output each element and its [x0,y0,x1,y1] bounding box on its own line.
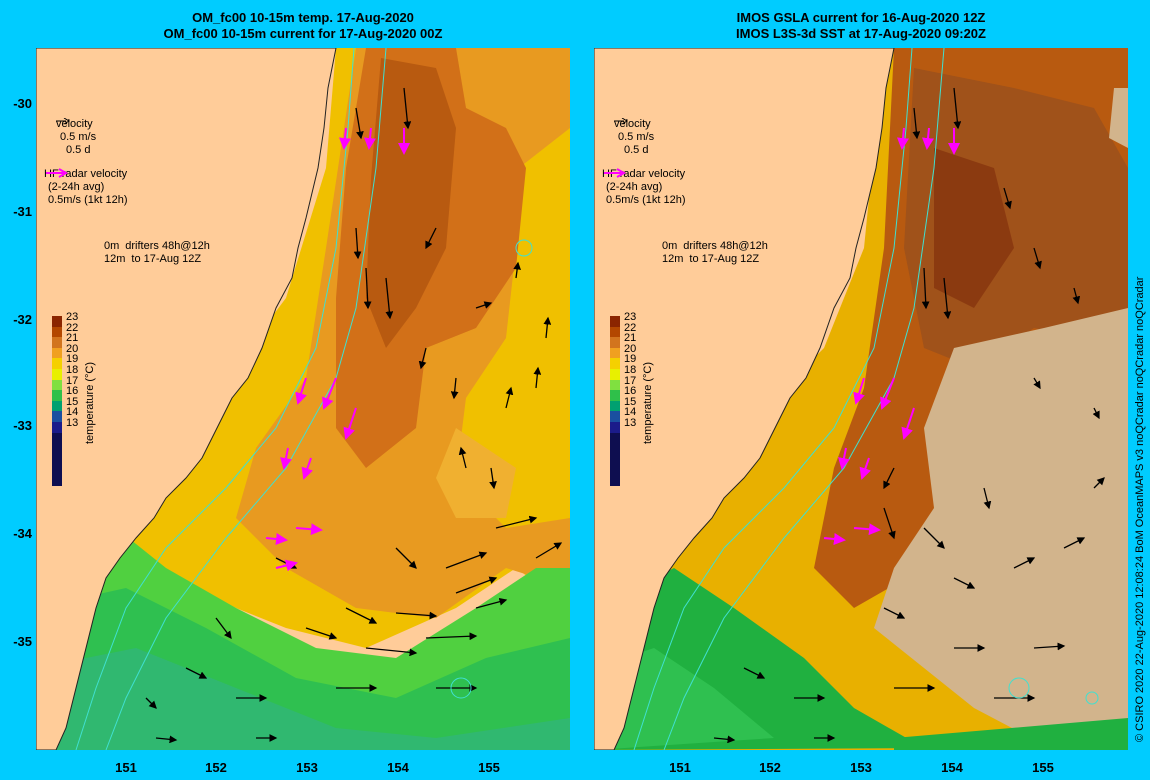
lon-label-153-left: 153 [296,760,318,775]
lat-label-34: -34 [13,526,32,541]
drifter-0m-label: 0m [104,240,120,252]
cb-tick-22: 22 [66,321,79,334]
hf-title: HF radar velocity [602,168,686,180]
cb-tick-20: 20 [624,342,637,355]
left-drifter-legend: 0m drifters 48h@12h 12m to 17-Aug 12Z [104,240,210,266]
lon-label-153-right: 153 [850,760,872,775]
cb-tick-22: 22 [624,321,637,334]
lat-label-30: -30 [13,96,32,111]
hf-title: HF radar velocity [44,168,128,180]
drifter-12m-label: 12m [104,253,126,265]
lat-label-33: -33 [13,418,32,433]
cb-tick-16: 16 [624,385,637,398]
right-velocity-legend: velocity 0.5 m/s 0.5 d [614,118,656,157]
cb-tick-17: 17 [624,374,637,387]
right-colorbar [610,316,620,486]
cb-tick-18: 18 [66,363,79,376]
lat-label-31: -31 [13,204,32,219]
lon-label-152-left: 152 [205,760,227,775]
cb-tick-14: 14 [66,406,79,419]
drifter-text1: drifters 48h@12h [683,240,768,252]
cb-tick-15: 15 [66,395,79,408]
lon-label-152-right: 152 [759,760,781,775]
right-velocity-arrows [713,87,1105,744]
cb-tick-23: 23 [66,311,79,323]
cb-tick-16: 16 [66,385,79,398]
hf-avg: (2-24h avg) [606,181,663,193]
right-colorbar-title: temperature (°C) [642,361,654,444]
cb-tick-13: 13 [66,416,79,429]
drifter-12m-label: 12m [662,253,684,265]
lon-label-151-right: 151 [669,760,691,775]
cb-tick-14: 14 [624,406,637,419]
cb-tick-21: 21 [66,332,79,345]
cb-tick-13: 13 [624,416,637,429]
right-title-line2: IMOS L3S-3d SST at 17-Aug-2020 09:20Z [736,26,986,41]
lon-label-151-left: 151 [115,760,137,775]
velocity-time: 0.5 d [624,144,649,156]
cb-tick-20: 20 [66,342,79,355]
right-drifter-legend: 0m drifters 48h@12h 12m to 17-Aug 12Z [662,240,768,266]
drifter-text2: to 17-Aug 12Z [689,253,760,265]
right-map-panel: velocity 0.5 m/s 0.5 d HF radar velocity… [594,48,1128,750]
drifter-text2: to 17-Aug 12Z [131,253,202,265]
right-title-line1: IMOS GSLA current for 16-Aug-2020 12Z [736,10,986,25]
velocity-time: 0.5 d [66,144,91,156]
lat-label-32: -32 [13,312,32,327]
cb-tick-19: 19 [66,353,79,366]
velocity-scale: 0.5 m/s [618,131,655,143]
left-hf-legend: HF radar velocity (2-24h avg) 0.5m/s (1k… [44,168,127,220]
right-hf-legend: HF radar velocity (2-24h avg) 0.5m/s (1k… [602,168,685,220]
cb-tick-17: 17 [66,374,79,387]
left-title-line1: OM_fc00 10-15m temp. 17-Aug-2020 [192,10,414,25]
velocity-scale: 0.5 m/s [60,131,97,143]
left-colorbar-ticks: 23 22 21 20 19 18 17 16 15 14 13 [66,312,78,429]
hf-scale: 0.5m/s (1kt 12h) [48,194,128,206]
hf-avg: (2-24h avg) [48,181,105,193]
hf-scale: 0.5m/s (1kt 12h) [606,194,686,206]
lon-label-154-left: 154 [387,760,409,775]
left-colorbar-title: temperature (°C) [84,361,96,444]
lon-label-155-right: 155 [1032,760,1054,775]
drifter-text1: drifters 48h@12h [125,240,210,252]
cb-tick-15: 15 [624,395,637,408]
drifter-0m-label: 0m [662,240,678,252]
lat-label-35: -35 [13,634,32,649]
left-velocity-legend: velocity 0.5 m/s 0.5 d [56,118,98,157]
right-colorbar-ticks: 23 22 21 20 19 18 17 16 15 14 13 [624,312,636,429]
right-map-title: IMOS GSLA current for 16-Aug-2020 12Z IM… [594,10,1128,42]
left-colorbar [52,316,62,486]
left-title-line2: OM_fc00 10-15m current for 17-Aug-2020 0… [163,26,443,41]
lon-label-154-right: 154 [941,760,963,775]
cb-tick-23: 23 [624,311,637,323]
left-map-panel: velocity 0.5 m/s 0.5 d HF radar velocity… [36,48,570,750]
cb-tick-19: 19 [624,353,637,366]
cb-tick-21: 21 [624,332,637,345]
credit-text: © CSIRO 2020 22-Aug-2020 12:08:24 BoM Oc… [1134,276,1146,742]
lon-label-155-left: 155 [478,760,500,775]
left-velocity-arrows [145,87,563,744]
cb-tick-18: 18 [624,363,637,376]
left-map-title: OM_fc00 10-15m temp. 17-Aug-2020 OM_fc00… [36,10,570,42]
